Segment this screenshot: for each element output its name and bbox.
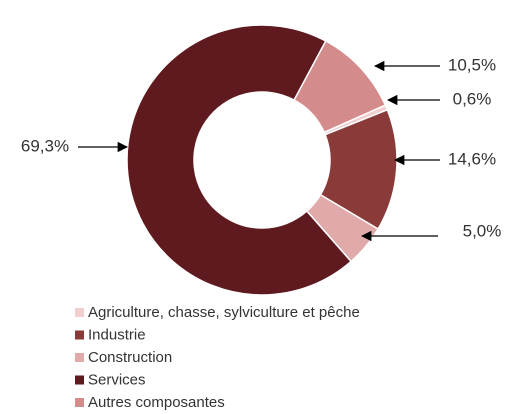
data-label: 0,6%: [453, 89, 492, 108]
legend-swatch: [75, 398, 84, 407]
legend-label: Agriculture, chasse, sylviculture et pêc…: [88, 304, 360, 321]
legend-label: Autres composantes: [88, 394, 225, 411]
donut-slice: [126, 24, 353, 296]
donut-slice: [293, 40, 387, 134]
legend-swatch: [75, 330, 84, 340]
data-label: 5,0%: [463, 221, 502, 240]
legend-swatch: [75, 375, 84, 385]
legend-swatch: [75, 308, 84, 317]
legend-swatch: [75, 353, 84, 362]
legend-label: Industrie: [88, 326, 146, 343]
data-label: 14,6%: [448, 149, 496, 168]
data-label: 10,5%: [448, 55, 496, 74]
legend-label: Services: [88, 371, 146, 388]
legend-label: Construction: [88, 349, 172, 366]
data-label: 69,3%: [21, 136, 69, 155]
